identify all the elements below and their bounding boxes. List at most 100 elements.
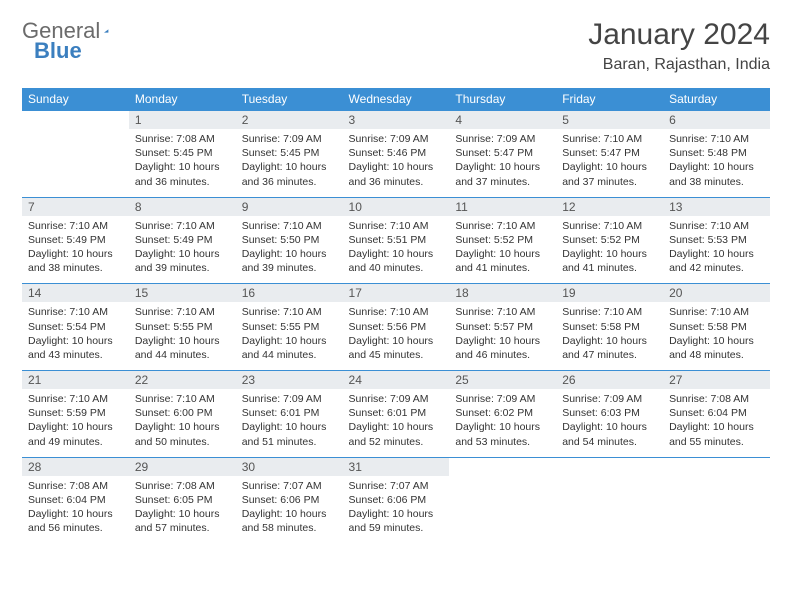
sunset-line: Sunset: 5:57 PM xyxy=(455,320,550,334)
calendar-day-cell xyxy=(449,457,556,543)
daylight-line: Daylight: 10 hours and 45 minutes. xyxy=(349,334,444,362)
daylight-line: Daylight: 10 hours and 39 minutes. xyxy=(242,247,337,275)
daylight-line: Daylight: 10 hours and 39 minutes. xyxy=(135,247,230,275)
sunset-line: Sunset: 5:59 PM xyxy=(28,406,123,420)
sunset-line: Sunset: 5:47 PM xyxy=(455,146,550,160)
day-number: 6 xyxy=(663,111,770,129)
sunset-line: Sunset: 5:51 PM xyxy=(349,233,444,247)
sunset-line: Sunset: 5:52 PM xyxy=(455,233,550,247)
day-number: 9 xyxy=(236,198,343,216)
sunset-line: Sunset: 6:06 PM xyxy=(242,493,337,507)
day-body: Sunrise: 7:10 AMSunset: 5:55 PMDaylight:… xyxy=(236,302,343,370)
sunset-line: Sunset: 6:05 PM xyxy=(135,493,230,507)
sunset-line: Sunset: 5:58 PM xyxy=(669,320,764,334)
weekday-header: Monday xyxy=(129,88,236,111)
calendar-day-cell: 31Sunrise: 7:07 AMSunset: 6:06 PMDayligh… xyxy=(343,457,450,543)
day-number: 12 xyxy=(556,198,663,216)
sunset-line: Sunset: 6:03 PM xyxy=(562,406,657,420)
daylight-line: Daylight: 10 hours and 50 minutes. xyxy=(135,420,230,448)
day-body: Sunrise: 7:10 AMSunset: 5:58 PMDaylight:… xyxy=(663,302,770,370)
daylight-line: Daylight: 10 hours and 36 minutes. xyxy=(135,160,230,188)
day-body: Sunrise: 7:10 AMSunset: 5:47 PMDaylight:… xyxy=(556,129,663,197)
sunrise-line: Sunrise: 7:09 AM xyxy=(455,132,550,146)
day-number: 1 xyxy=(129,111,236,129)
daylight-line: Daylight: 10 hours and 38 minutes. xyxy=(669,160,764,188)
day-number: 10 xyxy=(343,198,450,216)
day-number: 8 xyxy=(129,198,236,216)
sunset-line: Sunset: 6:01 PM xyxy=(349,406,444,420)
sunset-line: Sunset: 5:55 PM xyxy=(242,320,337,334)
sunrise-line: Sunrise: 7:10 AM xyxy=(455,305,550,319)
sunrise-line: Sunrise: 7:10 AM xyxy=(135,305,230,319)
daylight-line: Daylight: 10 hours and 44 minutes. xyxy=(242,334,337,362)
daylight-line: Daylight: 10 hours and 54 minutes. xyxy=(562,420,657,448)
day-number: 13 xyxy=(663,198,770,216)
day-body: Sunrise: 7:10 AMSunset: 5:50 PMDaylight:… xyxy=(236,216,343,284)
daylight-line: Daylight: 10 hours and 37 minutes. xyxy=(455,160,550,188)
daylight-line: Daylight: 10 hours and 46 minutes. xyxy=(455,334,550,362)
day-number: 7 xyxy=(22,198,129,216)
sunrise-line: Sunrise: 7:10 AM xyxy=(669,305,764,319)
sunrise-line: Sunrise: 7:10 AM xyxy=(349,219,444,233)
location: Baran, Rajasthan, India xyxy=(588,56,770,74)
calendar-day-cell: 5Sunrise: 7:10 AMSunset: 5:47 PMDaylight… xyxy=(556,111,663,198)
weekday-header: Tuesday xyxy=(236,88,343,111)
sunrise-line: Sunrise: 7:10 AM xyxy=(669,219,764,233)
daylight-line: Daylight: 10 hours and 42 minutes. xyxy=(669,247,764,275)
calendar-day-cell xyxy=(22,111,129,198)
calendar-body: 1 Sunrise: 7:08 AM Sunset: 5:45 PM Daylight… xyxy=(22,111,770,544)
sunset-line: Sunset: 5:55 PM xyxy=(135,320,230,334)
day-number: 18 xyxy=(449,284,556,302)
sunrise-line: Sunrise: 7:09 AM xyxy=(242,132,337,146)
day-body: Sunrise: 7:09 AMSunset: 6:01 PMDaylight:… xyxy=(343,389,450,457)
day-number: 28 xyxy=(22,458,129,476)
day-body: Sunrise: 7:07 AMSunset: 6:06 PMDaylight:… xyxy=(236,476,343,544)
calendar-day-cell: 3Sunrise: 7:09 AMSunset: 5:46 PMDaylight… xyxy=(343,111,450,198)
daylight-line: Daylight: 10 hours and 47 minutes. xyxy=(562,334,657,362)
day-number: 11 xyxy=(449,198,556,216)
calendar-day-cell: 17Sunrise: 7:10 AMSunset: 5:56 PMDayligh… xyxy=(343,284,450,371)
sunset-line: Sunset: 5:45 PM xyxy=(242,146,337,160)
day-body: Sunrise: 7:10 AMSunset: 5:59 PMDaylight:… xyxy=(22,389,129,457)
title-block: January 2024 Baran, Rajasthan, India xyxy=(588,18,770,74)
weekday-header: Sunday xyxy=(22,88,129,111)
calendar-day-cell: 2Sunrise: 7:09 AMSunset: 5:45 PMDaylight… xyxy=(236,111,343,198)
sunrise-line: Sunrise: 7:10 AM xyxy=(28,305,123,319)
calendar-header-row: SundayMondayTuesdayWednesdayThursdayFrid… xyxy=(22,88,770,111)
sunset-line: Sunset: 6:02 PM xyxy=(455,406,550,420)
day-body: Sunrise: 7:10 AMSunset: 5:56 PMDaylight:… xyxy=(343,302,450,370)
calendar-week-row: 21Sunrise: 7:10 AMSunset: 5:59 PMDayligh… xyxy=(22,371,770,458)
daylight-line: Daylight: 10 hours and 36 minutes. xyxy=(349,160,444,188)
day-body: Sunrise: 7:09 AMSunset: 6:01 PMDaylight:… xyxy=(236,389,343,457)
day-number: 16 xyxy=(236,284,343,302)
sunrise-line: Sunrise: 7:10 AM xyxy=(455,219,550,233)
sunset-line: Sunset: 6:01 PM xyxy=(242,406,337,420)
day-number: 31 xyxy=(343,458,450,476)
sunrise-line: Sunrise: 7:10 AM xyxy=(28,219,123,233)
day-number: 5 xyxy=(556,111,663,129)
day-body: Sunrise: 7:09 AMSunset: 5:45 PMDaylight:… xyxy=(236,129,343,197)
day-body: Sunrise: 7:10 AMSunset: 5:54 PMDaylight:… xyxy=(22,302,129,370)
day-body: Sunrise: 7:09 AMSunset: 6:02 PMDaylight:… xyxy=(449,389,556,457)
day-body: Sunrise: 7:07 AMSunset: 6:06 PMDaylight:… xyxy=(343,476,450,544)
calendar-day-cell: 1Sunrise: 7:08 AMSunset: 5:45 PMDaylight… xyxy=(129,111,236,198)
calendar-day-cell xyxy=(556,457,663,543)
calendar-day-cell: 6Sunrise: 7:10 AMSunset: 5:48 PMDaylight… xyxy=(663,111,770,198)
calendar-day-cell: 11Sunrise: 7:10 AMSunset: 5:52 PMDayligh… xyxy=(449,197,556,284)
day-body: Sunrise: 7:10 AMSunset: 5:51 PMDaylight:… xyxy=(343,216,450,284)
calendar-day-cell: 9Sunrise: 7:10 AMSunset: 5:50 PMDaylight… xyxy=(236,197,343,284)
daylight-line: Daylight: 10 hours and 49 minutes. xyxy=(28,420,123,448)
calendar-day-cell: 8Sunrise: 7:10 AMSunset: 5:49 PMDaylight… xyxy=(129,197,236,284)
day-body: Sunrise: 7:10 AMSunset: 5:49 PMDaylight:… xyxy=(129,216,236,284)
sunset-line: Sunset: 5:56 PM xyxy=(349,320,444,334)
daylight-line: Daylight: 10 hours and 41 minutes. xyxy=(562,247,657,275)
daylight-line: Daylight: 10 hours and 52 minutes. xyxy=(349,420,444,448)
sunrise-line: Sunrise: 7:09 AM xyxy=(242,392,337,406)
day-number: 4 xyxy=(449,111,556,129)
sunset-line: Sunset: 6:04 PM xyxy=(28,493,123,507)
sunrise-line: Sunrise: 7:08 AM xyxy=(28,479,123,493)
calendar-day-cell: 30Sunrise: 7:07 AMSunset: 6:06 PMDayligh… xyxy=(236,457,343,543)
sunset-line: Sunset: 5:50 PM xyxy=(242,233,337,247)
calendar-day-cell: 16Sunrise: 7:10 AMSunset: 5:55 PMDayligh… xyxy=(236,284,343,371)
calendar-day-cell: 15Sunrise: 7:10 AMSunset: 5:55 PMDayligh… xyxy=(129,284,236,371)
